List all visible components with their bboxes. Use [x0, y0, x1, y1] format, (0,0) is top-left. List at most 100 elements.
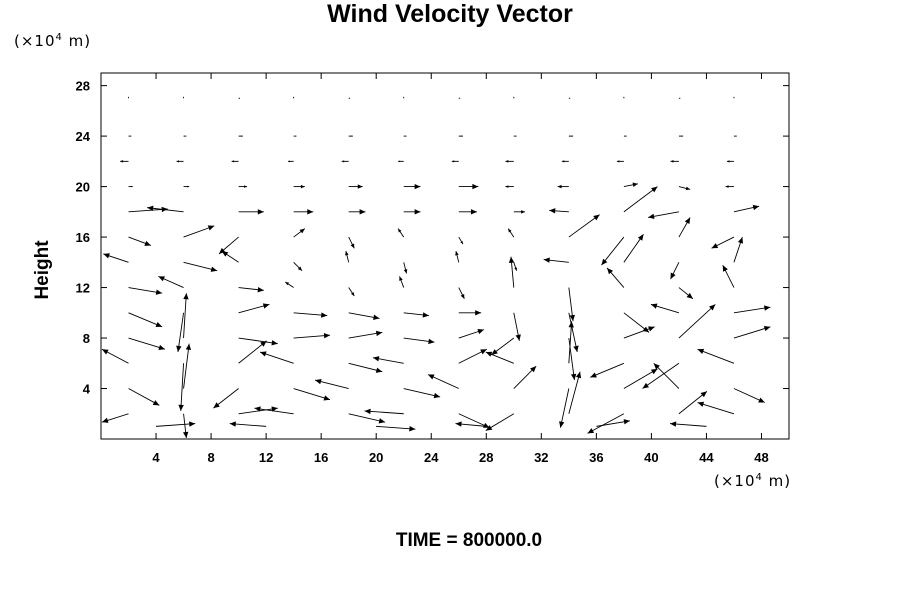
wind-vector: [458, 287, 465, 299]
wind-vector: [183, 261, 218, 272]
wind-vector: [642, 362, 680, 389]
vector-shaft: [678, 304, 716, 339]
vector-arrowhead: [102, 417, 109, 423]
wind-vector: [623, 182, 638, 188]
wind-vector: [491, 337, 515, 356]
x-axis-unit: (×104 m): [714, 472, 791, 490]
vector-arrowhead: [697, 401, 705, 407]
vector-arrowhead: [601, 258, 608, 266]
vector-arrowhead: [711, 243, 719, 249]
vector-arrowhead: [152, 400, 160, 406]
wind-vector: [458, 348, 487, 364]
vector-arrowhead: [460, 240, 463, 245]
y-axis-unit: (×104 m): [14, 32, 91, 50]
x-tick-label: 48: [754, 450, 768, 465]
vector-arrowhead: [378, 418, 386, 424]
wind-vector: [348, 236, 355, 249]
wind-vector: [364, 408, 404, 415]
vector-arrowhead: [262, 303, 270, 309]
wind-vector: [733, 326, 771, 339]
vector-arrowhead: [351, 135, 353, 137]
wind-vector: [348, 330, 383, 339]
vector-arrowhead: [521, 210, 525, 214]
vector-arrowhead: [752, 204, 760, 211]
wind-vector: [176, 160, 184, 163]
wind-vector: [697, 348, 735, 364]
vector-arrowhead: [414, 183, 421, 190]
vector-shaft: [156, 423, 196, 427]
vector-arrowhead: [460, 293, 465, 299]
wind-vector: [559, 388, 570, 428]
vector-arrowhead: [315, 378, 322, 385]
wind-vector: [596, 419, 631, 427]
vector-arrowhead: [147, 205, 154, 211]
vector-arrowhead: [570, 373, 577, 381]
wind-vector: [120, 160, 129, 163]
vector-shaft: [642, 362, 680, 389]
vector-arrowhead: [158, 344, 165, 351]
vector-arrowhead: [722, 265, 728, 272]
vector-arrowhead: [559, 421, 565, 428]
wind-vector: [451, 160, 459, 163]
vector-arrowhead: [207, 225, 215, 231]
wind-vector: [397, 228, 405, 238]
wind-vector: [238, 303, 270, 314]
wind-vector: [455, 251, 460, 263]
wind-vector: [650, 303, 680, 314]
wind-vector: [376, 425, 416, 432]
wind-vector: [458, 135, 463, 137]
vector-arrowhead: [543, 257, 550, 263]
wind-vector: [568, 135, 574, 137]
wind-vector: [158, 275, 184, 288]
wind-vector: [485, 351, 514, 364]
wind-vector: [455, 421, 487, 427]
wind-vector: [348, 135, 353, 137]
wind-vector: [561, 160, 569, 163]
vector-arrowhead: [470, 209, 477, 215]
vector-arrowhead: [398, 160, 401, 163]
vector-shaft: [403, 388, 441, 398]
vector-shaft: [697, 402, 735, 415]
vector-shaft: [238, 407, 278, 415]
wind-vector: [183, 293, 189, 339]
vector-arrowhead: [737, 237, 744, 244]
wind-vector: [648, 211, 680, 220]
wind-vector: [372, 356, 404, 364]
vector-arrowhead: [709, 304, 716, 311]
wind-vector: [485, 413, 515, 431]
vector-arrowhead: [475, 310, 482, 316]
wind-vector: [293, 388, 331, 401]
wind-vector: [238, 209, 264, 215]
wind-vector: [543, 257, 569, 263]
vector-shaft: [229, 423, 267, 427]
wind-vector: [568, 214, 600, 238]
wind-vector: [513, 262, 518, 271]
wind-vector: [128, 312, 163, 328]
y-tick-label: 8: [83, 331, 90, 346]
vector-arrowhead: [725, 185, 729, 188]
vector-arrowhead: [176, 160, 180, 163]
vector-shaft: [128, 312, 163, 328]
x-unit-prefix: (×10: [714, 472, 756, 490]
vector-arrowhead: [260, 340, 267, 347]
wind-vector: [178, 363, 185, 411]
wind-vector: [288, 160, 294, 163]
vector-shaft: [559, 388, 570, 428]
wind-vector: [557, 184, 569, 189]
wind-vector: [399, 276, 405, 288]
wind-vector: [254, 406, 294, 415]
vector-arrowhead: [271, 406, 278, 412]
vector-arrowhead: [176, 345, 182, 352]
x-tick-label: 28: [479, 450, 493, 465]
vector-arrowhead: [651, 186, 658, 193]
vector-arrowhead: [257, 209, 264, 215]
vector-arrowhead: [557, 184, 562, 189]
wind-vector: [458, 183, 479, 190]
vector-arrowhead: [569, 314, 575, 322]
wind-vector: [183, 343, 192, 389]
vector-shaft: [623, 368, 658, 389]
vector-arrowhead: [155, 321, 163, 327]
vector-arrowhead: [300, 184, 305, 189]
x-unit-suffix: m): [762, 472, 792, 490]
